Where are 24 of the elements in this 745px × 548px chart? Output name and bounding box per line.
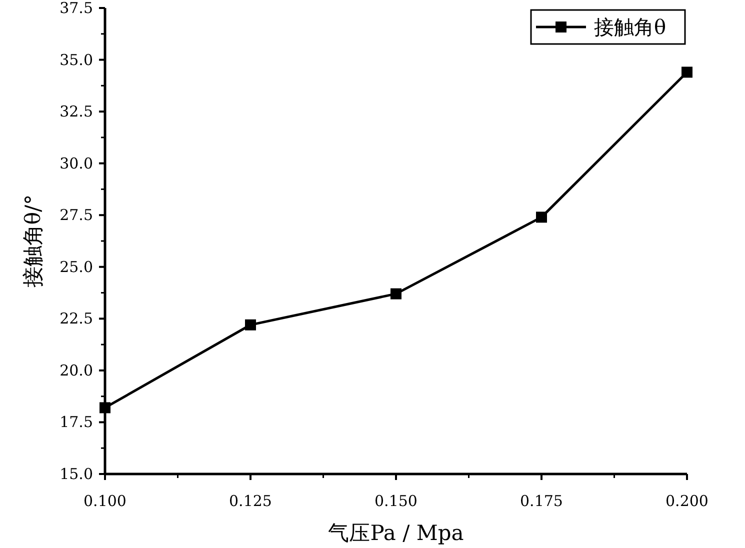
y-tick-label: 32.5	[60, 102, 93, 121]
point	[245, 319, 256, 330]
legend: 接触角θ	[530, 9, 686, 45]
x-tick-label: 0.100	[84, 492, 126, 510]
point	[536, 212, 547, 223]
y-tick-label: 20.0	[60, 361, 93, 380]
x-tick-label: 0.150	[374, 492, 418, 510]
y-tick-label: 25.0	[60, 258, 93, 276]
point	[100, 402, 110, 414]
y-tick-label: 37.5	[60, 0, 93, 17]
point	[390, 288, 402, 300]
x-tick-label: 0.125	[229, 492, 272, 510]
y-tick-label: 17.5	[60, 413, 93, 432]
y-axis-title: 接触角θ/°	[21, 194, 45, 288]
y-tick-label: 15.0	[60, 465, 93, 483]
y-tick-label: 27.5	[60, 206, 93, 224]
y-tick-label: 35.0	[60, 50, 93, 69]
x-axis-title: 气压Pa / Mpa	[328, 521, 464, 545]
x-tick-label: 0.200	[666, 492, 708, 510]
y-tick-label: 22.5	[60, 310, 93, 328]
y-tick-label: 30.0	[60, 154, 93, 172]
point	[682, 66, 692, 78]
x-tick-label: 0.175	[520, 492, 563, 510]
legend-label: 接触角θ	[594, 15, 666, 39]
